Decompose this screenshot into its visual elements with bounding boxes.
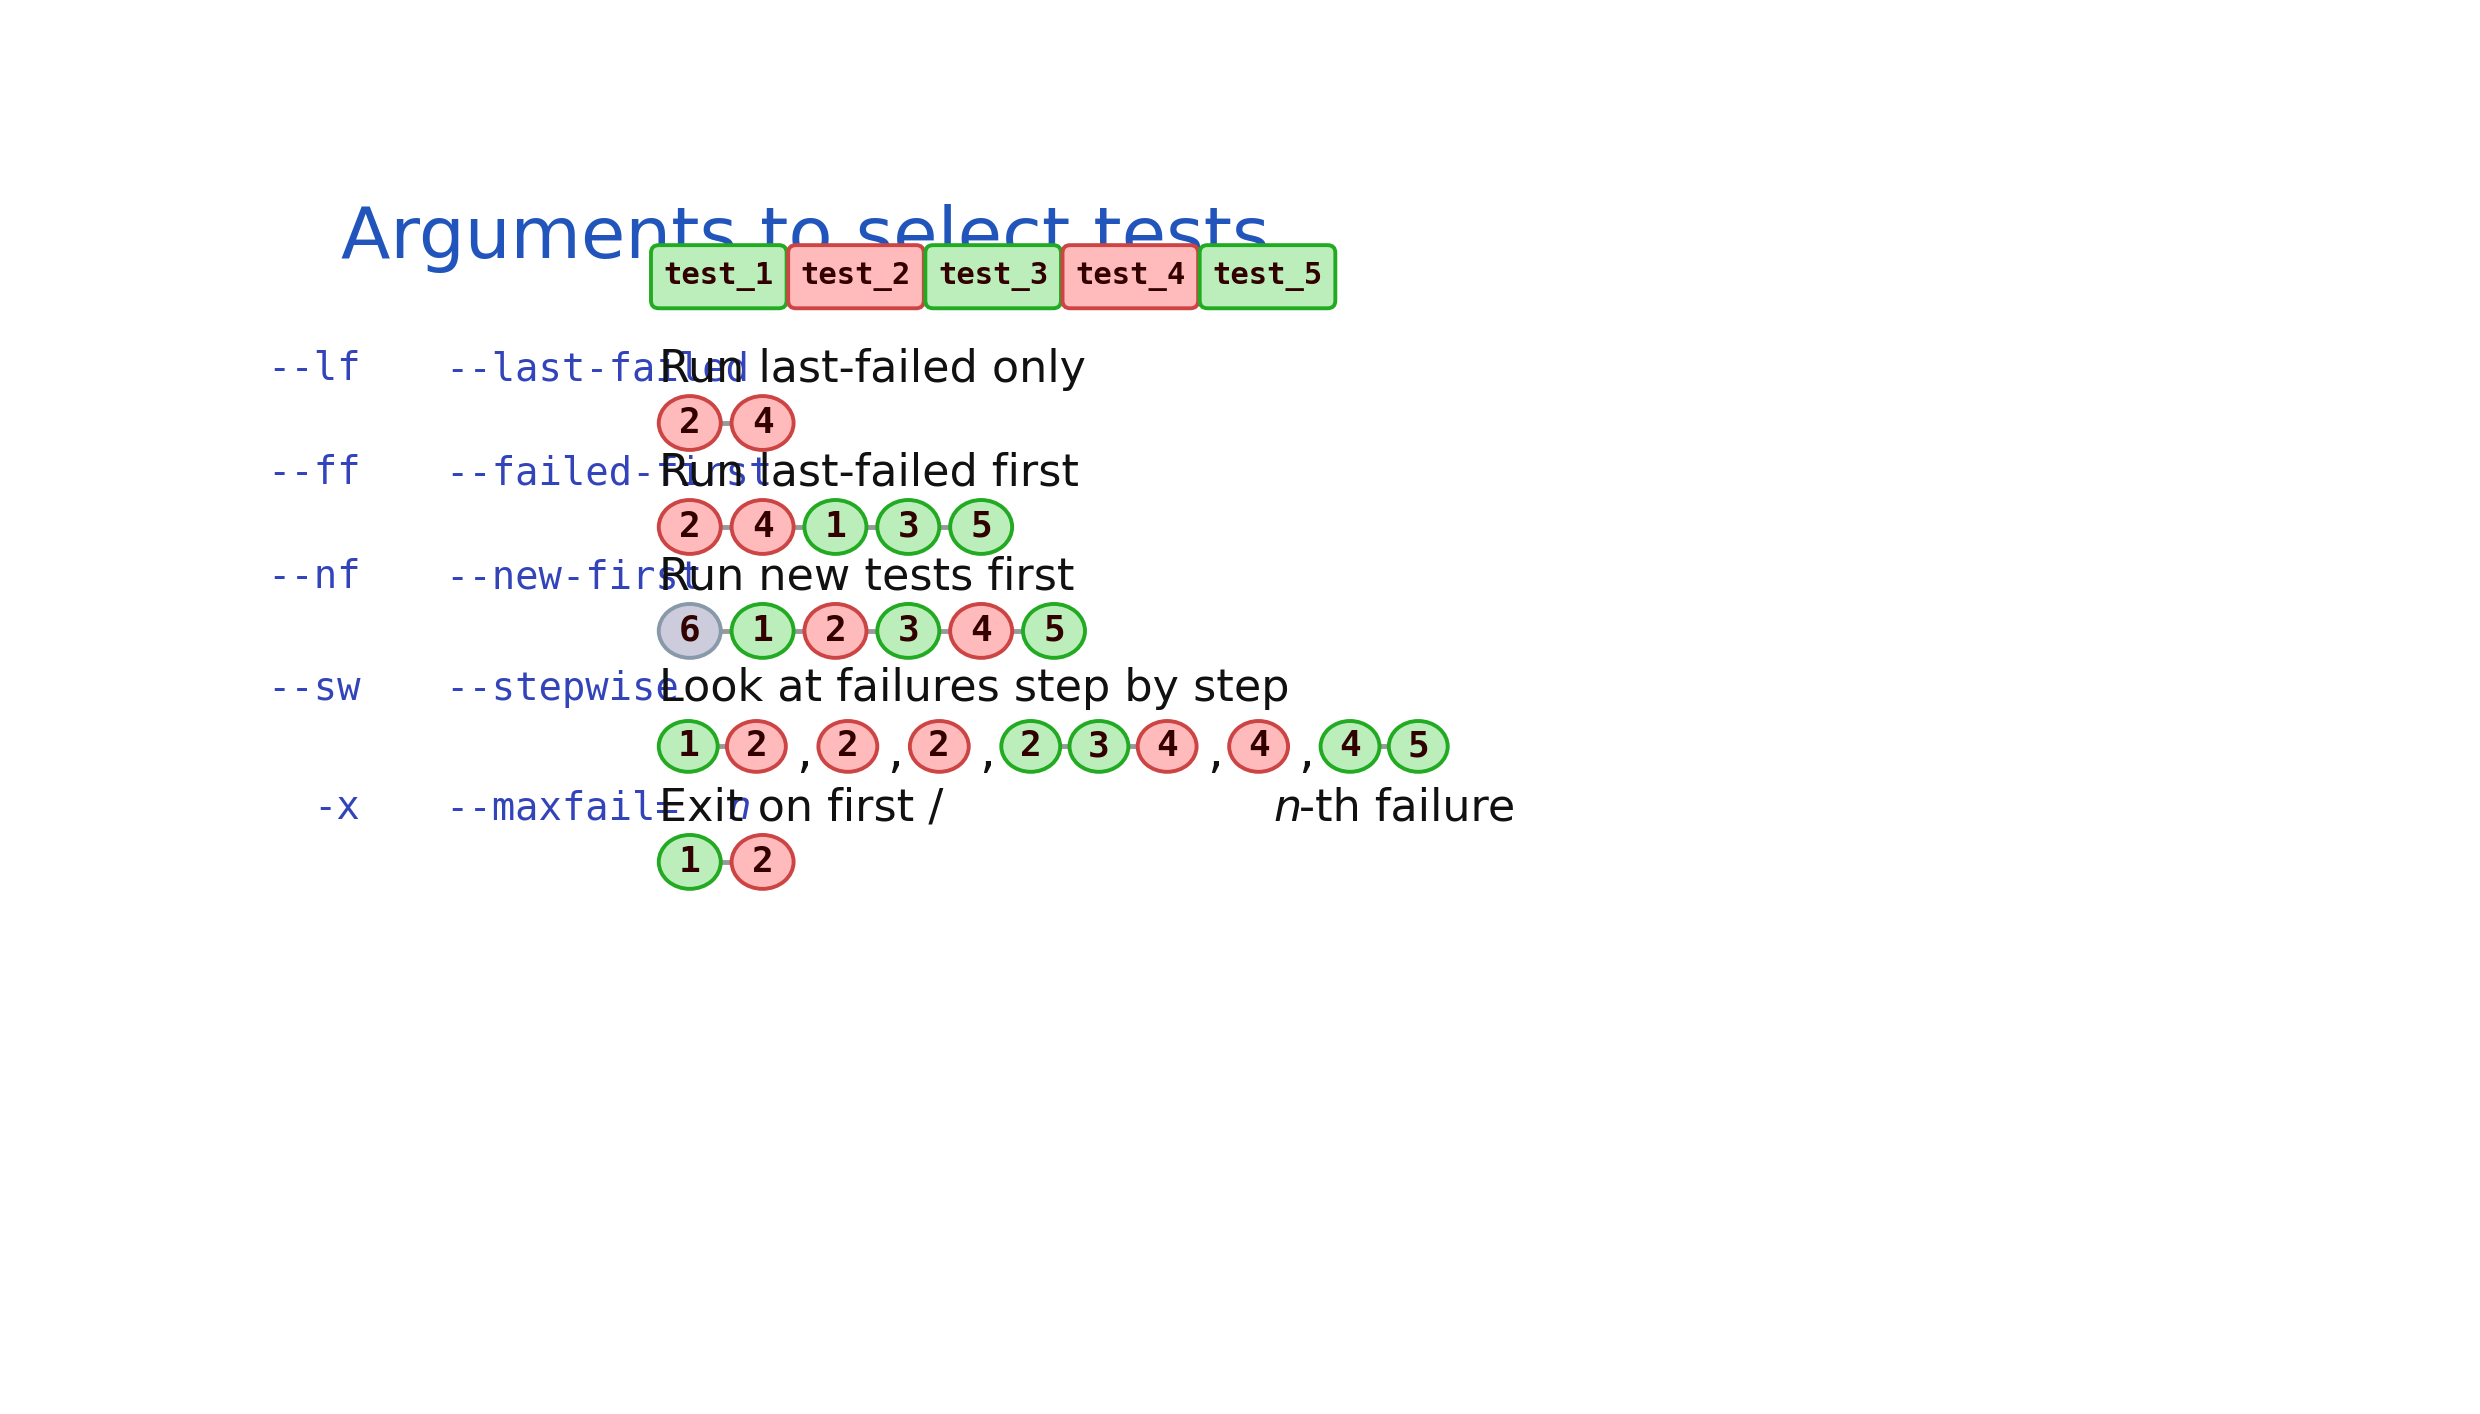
Text: 2: 2 (836, 730, 858, 764)
Text: -th failure: -th failure (1300, 786, 1515, 830)
Ellipse shape (950, 604, 1012, 658)
Text: Exit on first /: Exit on first / (660, 786, 957, 830)
Ellipse shape (1138, 721, 1198, 772)
Ellipse shape (732, 396, 794, 450)
Ellipse shape (727, 721, 786, 772)
Ellipse shape (660, 834, 722, 889)
Ellipse shape (732, 834, 794, 889)
Text: test_2: test_2 (801, 262, 910, 291)
Text: 3: 3 (898, 614, 920, 648)
Ellipse shape (1022, 604, 1086, 658)
Ellipse shape (1069, 721, 1128, 772)
Text: 4: 4 (751, 406, 774, 440)
Text: --last-failed: --last-failed (446, 351, 749, 387)
Text: 1: 1 (677, 730, 699, 764)
Text: 2: 2 (1019, 730, 1042, 764)
Text: 2: 2 (680, 510, 702, 544)
Text: 1: 1 (823, 510, 846, 544)
Ellipse shape (1322, 721, 1379, 772)
Text: Run last-failed only: Run last-failed only (660, 348, 1086, 390)
Text: ,: , (888, 728, 903, 776)
Text: 1: 1 (680, 846, 702, 880)
Text: 6: 6 (680, 614, 702, 648)
Ellipse shape (732, 501, 794, 554)
Ellipse shape (660, 721, 717, 772)
Text: n: n (1275, 786, 1302, 830)
Ellipse shape (950, 501, 1012, 554)
Text: --failed-first: --failed-first (446, 454, 774, 492)
FancyBboxPatch shape (1061, 245, 1198, 308)
Text: Arguments to select tests: Arguments to select tests (342, 204, 1270, 273)
Text: 4: 4 (1247, 730, 1270, 764)
Text: 5: 5 (970, 510, 992, 544)
Text: 2: 2 (823, 614, 846, 648)
Text: 4: 4 (1156, 730, 1178, 764)
Ellipse shape (660, 604, 722, 658)
Text: 4: 4 (1339, 730, 1362, 764)
FancyBboxPatch shape (789, 245, 923, 308)
Text: test_3: test_3 (937, 262, 1049, 291)
Ellipse shape (1230, 721, 1287, 772)
Text: test_1: test_1 (665, 262, 774, 291)
Text: 3: 3 (1089, 730, 1111, 764)
Ellipse shape (660, 396, 722, 450)
Text: 5: 5 (1044, 614, 1064, 648)
Text: --sw: --sw (268, 670, 360, 707)
Ellipse shape (878, 604, 940, 658)
Text: 2: 2 (680, 406, 702, 440)
Text: ,: , (1297, 728, 1314, 776)
Text: ,: , (1208, 728, 1223, 776)
Text: 2: 2 (746, 730, 766, 764)
Ellipse shape (732, 604, 794, 658)
Text: --new-first: --new-first (446, 559, 702, 597)
Ellipse shape (818, 721, 878, 772)
Text: --maxfail=: --maxfail= (446, 789, 680, 827)
Ellipse shape (804, 501, 866, 554)
Text: --lf: --lf (268, 351, 360, 387)
Text: n: n (727, 789, 751, 827)
Text: 4: 4 (751, 510, 774, 544)
Ellipse shape (910, 721, 970, 772)
Text: ,: , (980, 728, 994, 776)
Text: 4: 4 (970, 614, 992, 648)
Text: test_5: test_5 (1213, 262, 1322, 291)
Text: Run last-failed first: Run last-failed first (660, 451, 1079, 495)
FancyBboxPatch shape (650, 245, 786, 308)
Text: --stepwise: --stepwise (446, 670, 680, 707)
Text: 2: 2 (751, 846, 774, 880)
FancyBboxPatch shape (925, 245, 1061, 308)
Ellipse shape (804, 604, 866, 658)
Text: 2: 2 (928, 730, 950, 764)
Text: --ff: --ff (268, 454, 360, 492)
Text: --nf: --nf (268, 559, 360, 597)
Text: 5: 5 (1406, 730, 1428, 764)
Text: test_4: test_4 (1076, 262, 1185, 291)
FancyBboxPatch shape (1200, 245, 1334, 308)
Ellipse shape (878, 501, 940, 554)
Text: 3: 3 (898, 510, 920, 544)
Ellipse shape (1002, 721, 1061, 772)
Text: -x: -x (312, 789, 360, 827)
Ellipse shape (1389, 721, 1448, 772)
Text: Look at failures step by step: Look at failures step by step (660, 667, 1290, 710)
Text: ,: , (796, 728, 811, 776)
Text: 1: 1 (751, 614, 774, 648)
Ellipse shape (660, 501, 722, 554)
Text: Run new tests first: Run new tests first (660, 556, 1074, 598)
